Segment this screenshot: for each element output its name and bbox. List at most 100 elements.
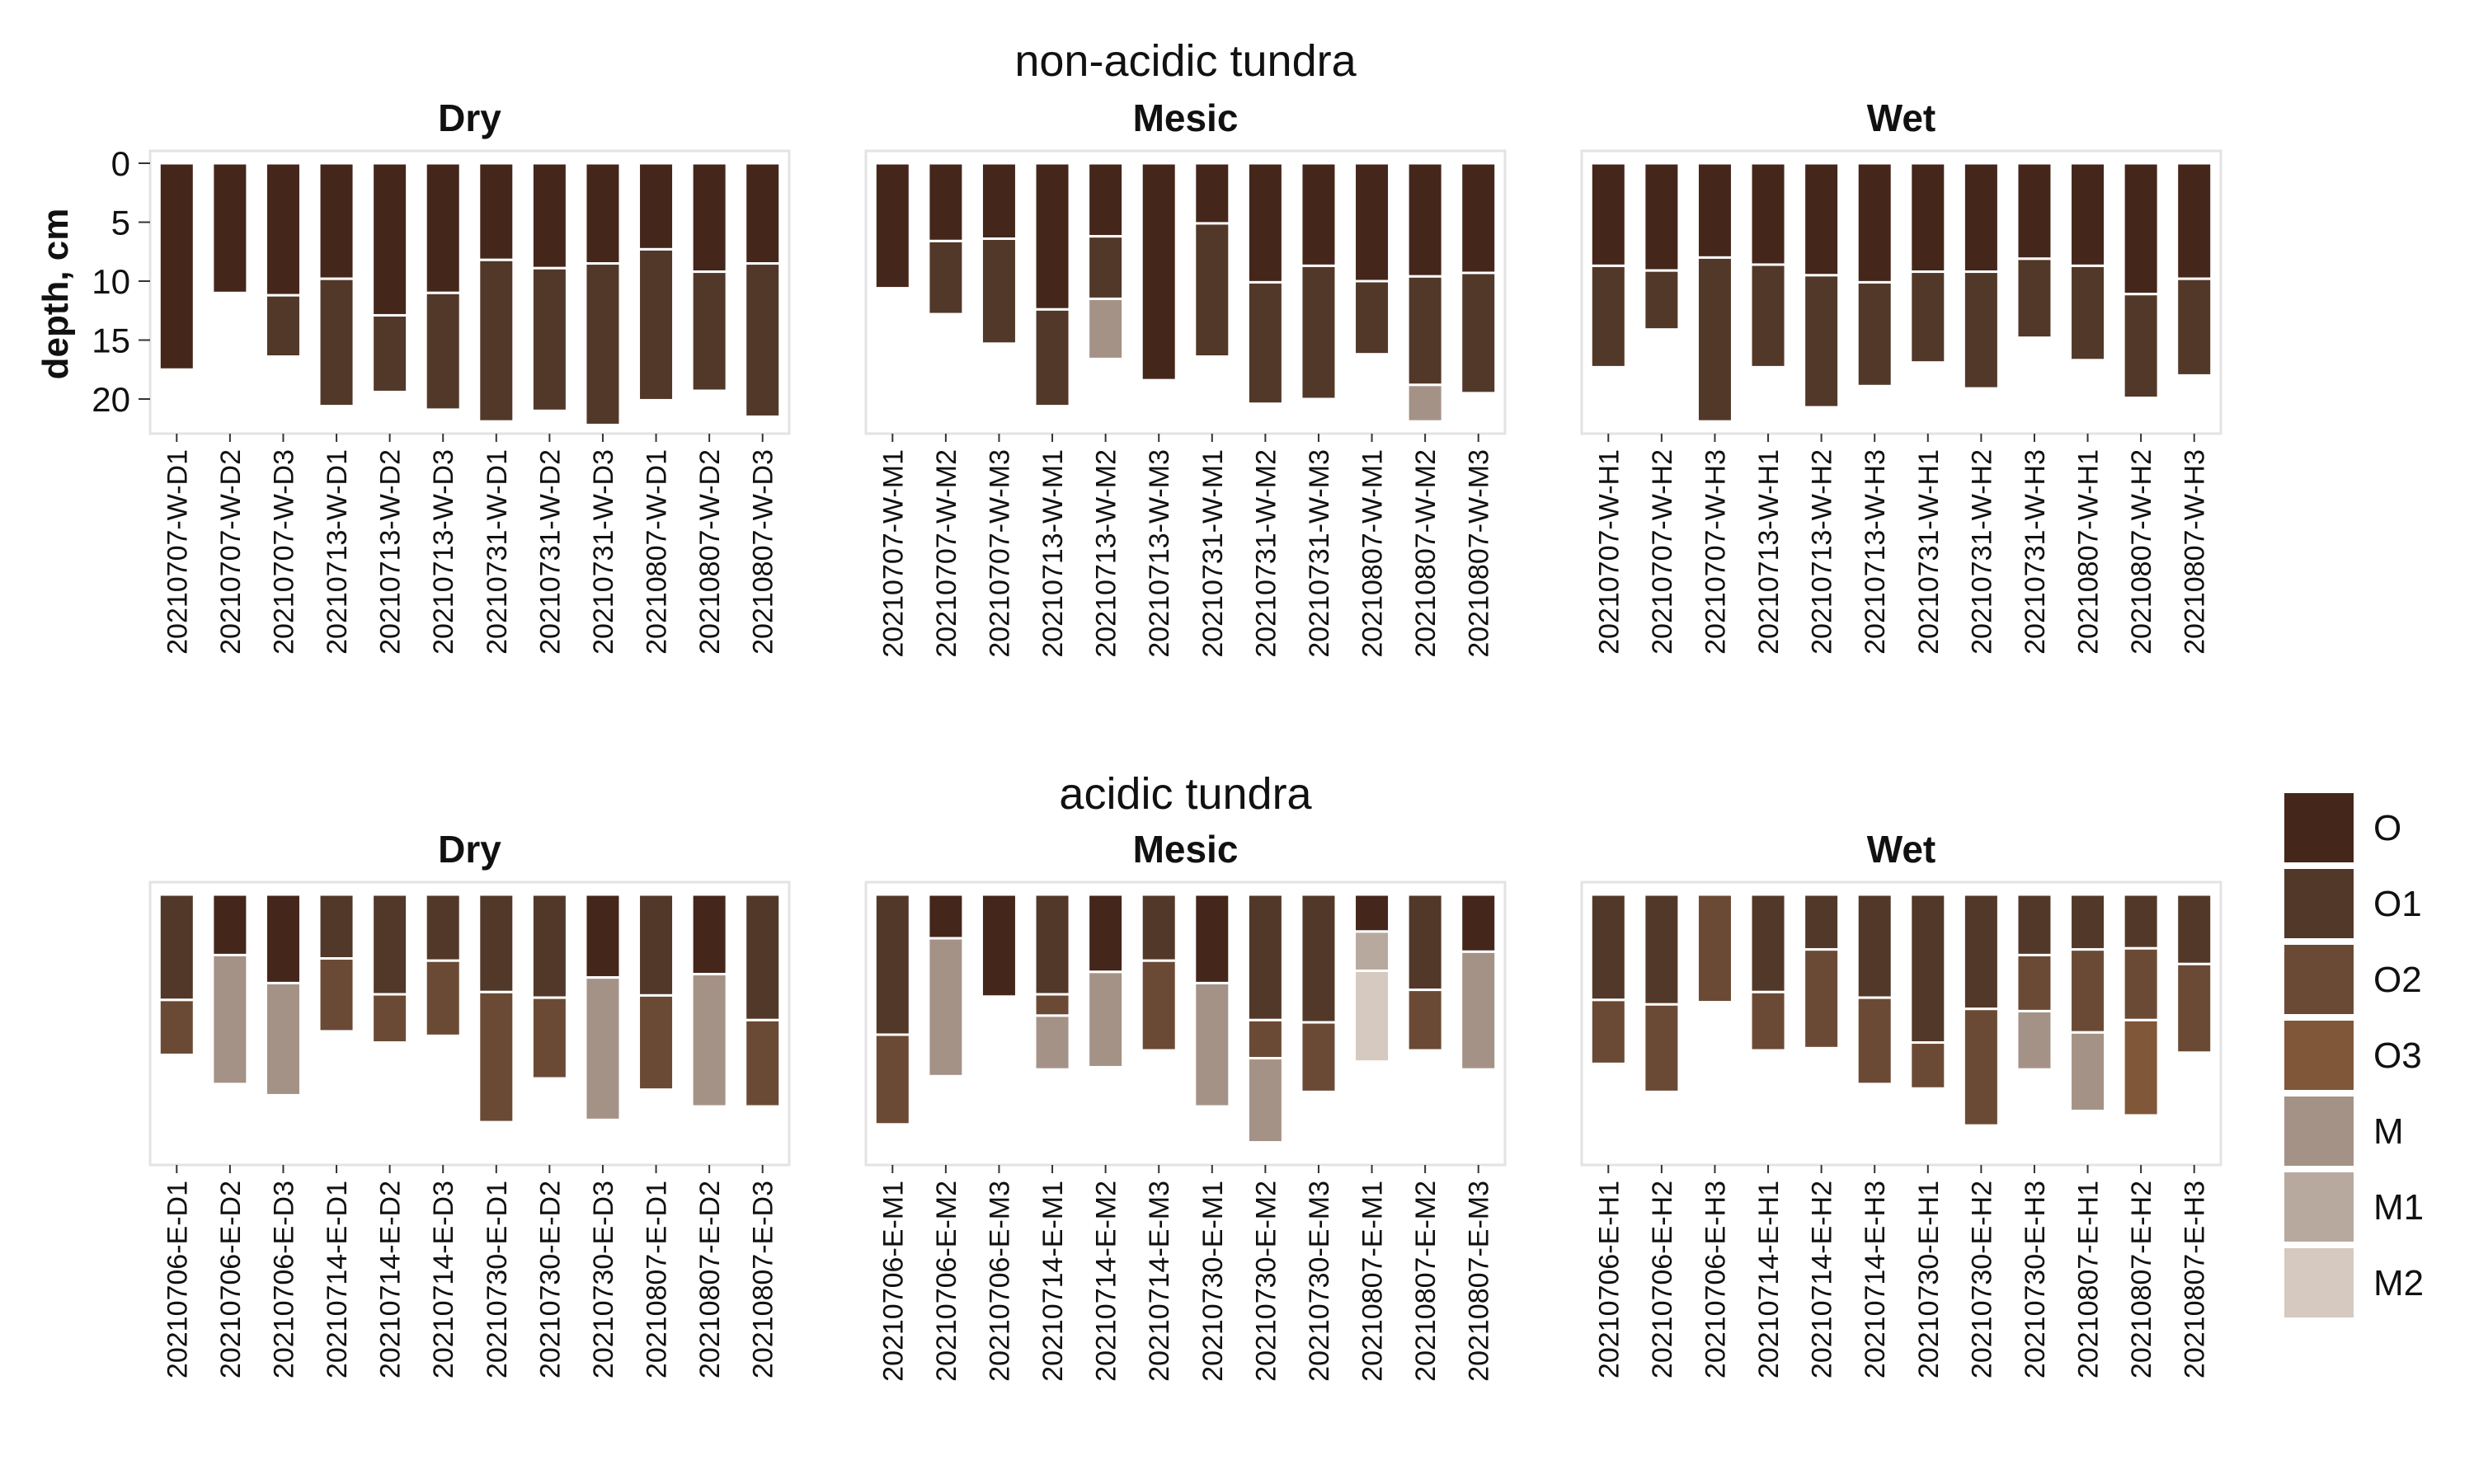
panel-frame-acidic-tundra-dry: [148, 881, 791, 1167]
bar-segment-20210730-e-d1-o1: [477, 893, 515, 993]
panel-title-non-acidic-tundra-wet: Wet: [1867, 96, 1936, 139]
bar-segment-20210713-w-d2-o1: [371, 313, 409, 393]
panel-title-non-acidic-tundra-dry: Dry: [438, 96, 501, 139]
bar-segment-20210707-w-h2-o: [1643, 162, 1681, 272]
x-tick-label-20210706-e-m1: 20210706-E-M1: [877, 1181, 909, 1382]
bar-segment-20210807-e-d2-o: [690, 893, 728, 976]
bar-segment-20210714-e-h1-o2: [1749, 990, 1787, 1052]
bar-segment-20210707-w-m3-o1: [980, 237, 1018, 345]
x-tick-label-20210706-e-h2: 20210706-E-H2: [1647, 1181, 1678, 1378]
x-tick-label-20210730-e-h2: 20210730-E-H2: [1966, 1181, 1997, 1378]
bar-segment-20210706-e-m2-o: [927, 893, 965, 940]
x-tick-label-20210713-w-h3: 20210713-W-H3: [1860, 449, 1891, 655]
bar-segment-20210707-w-h1-o: [1589, 162, 1627, 267]
text-layer: non-acidic tundra Dry 20210707-W-D1 2021070…: [35, 36, 2211, 1382]
bar-segment-20210807-e-m1-m2: [1353, 969, 1391, 1064]
bar-segment-20210730-e-d2-o2: [530, 996, 568, 1080]
bar-segment-20210731-w-m3-o1: [1300, 264, 1338, 401]
x-tick-label-20210707-w-d2: 20210707-W-D2: [215, 449, 247, 655]
x-tick-label-20210706-e-h3: 20210706-E-H3: [1700, 1181, 1731, 1378]
x-tick-label-20210730-e-d2: 20210730-E-D2: [534, 1181, 566, 1378]
bar-segment-20210714-e-m2-o: [1087, 893, 1125, 974]
bar-segment-20210714-e-m2-m: [1087, 970, 1125, 1068]
bar-segment-20210730-e-m1-o: [1193, 893, 1231, 984]
panel-frame-non-acidic-tundra-dry: [148, 149, 791, 435]
panel-title-acidic-tundra-mesic: Mesic: [1133, 828, 1239, 871]
x-tick-label-20210730-e-m2: 20210730-E-M2: [1250, 1181, 1282, 1382]
x-tick-label-20210714-e-h2: 20210714-E-H2: [1807, 1181, 1838, 1378]
bar-segment-20210706-e-d1-o2: [158, 998, 195, 1056]
x-tick-label-20210706-e-d2: 20210706-E-D2: [215, 1181, 247, 1378]
bar-segment-20210714-e-d2-o1: [371, 893, 409, 996]
x-tick-label-20210713-w-d3: 20210713-W-D3: [428, 449, 459, 655]
bar-segment-20210713-w-d3-o: [424, 162, 462, 294]
legend-swatch-o3: [2284, 1021, 2354, 1090]
x-tick-label-20210807-w-m1: 20210807-W-M1: [1357, 449, 1389, 658]
legend-swatch-o: [2284, 793, 2354, 862]
bar-segment-20210807-w-m2-o: [1406, 162, 1444, 278]
bar-segment-20210730-e-d2-o1: [530, 893, 568, 999]
bar-segment-20210706-e-h2-o1: [1643, 893, 1681, 1006]
bar-segment-20210714-e-d1-o2: [317, 957, 355, 1033]
bar-segment-20210731-w-d1-o: [477, 162, 515, 261]
legend-swatch-m: [2284, 1097, 2354, 1166]
bar-segment-20210706-e-m1-o2: [873, 1033, 911, 1126]
x-tick-label-20210714-e-h3: 20210714-E-H3: [1860, 1181, 1891, 1378]
bar-segment-20210706-e-d2-o: [211, 893, 249, 956]
x-tick-label-20210807-w-d1: 20210807-W-D1: [642, 449, 673, 655]
bar-segment-20210807-e-h3-o1: [2175, 893, 2213, 965]
bar-segment-20210707-w-m2-o: [927, 162, 965, 242]
bar-segment-20210807-w-m1-o1: [1353, 279, 1391, 356]
x-tick-label-20210807-e-m3: 20210807-E-M3: [1464, 1181, 1495, 1382]
x-tick-label-20210807-e-m1: 20210807-E-M1: [1357, 1181, 1389, 1382]
bar-segment-20210807-w-m3-o1: [1460, 271, 1498, 395]
bar-segment-20210706-e-h1-o2: [1589, 998, 1627, 1065]
x-tick-label-20210714-e-h1: 20210714-E-H1: [1753, 1181, 1785, 1378]
bar-segment-20210713-w-d2-o: [371, 162, 409, 317]
bar-segment-20210730-e-h1-o2: [1909, 1041, 1947, 1090]
bar-segment-20210706-e-h2-o2: [1643, 1003, 1681, 1093]
x-tick-label-20210707-w-d3: 20210707-W-D3: [268, 449, 299, 655]
bar-segment-20210807-e-d3-o2: [744, 1018, 782, 1108]
bars-layer: [158, 162, 2213, 1144]
bar-segment-20210807-w-m2-m: [1406, 383, 1444, 423]
x-tick-label-20210713-w-m1: 20210713-W-M1: [1037, 449, 1069, 658]
x-tick-label-20210713-w-d1: 20210713-W-D1: [322, 449, 353, 655]
x-tick-label-20210714-e-d2: 20210714-E-D2: [375, 1181, 407, 1378]
y-tick-label-20: 20: [92, 380, 130, 419]
bar-segment-20210807-e-h2-o3: [2122, 1018, 2160, 1117]
bar-segment-20210731-w-m2-o1: [1246, 280, 1284, 406]
x-tick-label-20210731-w-m2: 20210731-W-M2: [1250, 449, 1282, 658]
bar-segment-20210731-w-h1-o: [1909, 162, 1947, 274]
bar-segment-20210730-e-d3-o: [584, 893, 622, 979]
bar-segment-20210714-e-d1-o1: [317, 893, 355, 960]
bar-segment-20210707-w-m1-o: [873, 162, 911, 290]
bar-segment-20210807-e-m1-m1: [1353, 930, 1391, 972]
panel-title-acidic-tundra-wet: Wet: [1867, 828, 1936, 871]
bar-segment-20210807-w-d1-o: [637, 162, 675, 251]
bar-segment-20210807-w-h1-o: [2069, 162, 2107, 267]
bar-segment-20210807-e-m2-o1: [1406, 893, 1444, 992]
bar-segment-20210706-e-d1-o1: [158, 893, 195, 1002]
bar-segment-20210731-w-d2-o1: [530, 266, 568, 412]
bar-segment-20210807-e-h3-o2: [2175, 962, 2213, 1054]
legend-label-m1: M1: [2373, 1187, 2424, 1228]
bar-segment-20210807-w-d3-o: [744, 162, 782, 265]
x-tick-label-20210713-w-h1: 20210713-W-H1: [1753, 449, 1785, 655]
x-tick-label-20210730-e-h1: 20210730-E-H1: [1913, 1181, 1945, 1378]
bar-segment-20210713-w-h3-o1: [1856, 280, 1893, 387]
bar-segment-20210707-w-d3-o: [264, 162, 302, 297]
bar-segment-20210807-w-h3-o: [2175, 162, 2213, 280]
bar-segment-20210807-e-d2-m: [690, 973, 728, 1108]
bar-segment-20210807-w-d3-o1: [744, 262, 782, 418]
bar-segment-20210807-e-m2-o2: [1406, 989, 1444, 1052]
panel-frame-acidic-tundra-wet: [1580, 881, 2222, 1167]
bar-segment-20210807-w-d2-o: [690, 162, 728, 274]
bar-segment-20210807-w-d2-o1: [690, 270, 728, 392]
x-tick-label-20210706-e-m2: 20210706-E-M2: [931, 1181, 962, 1382]
bar-segment-20210807-w-h2-o: [2122, 162, 2160, 296]
bar-segment-20210713-w-d3-o1: [424, 291, 462, 411]
bar-segment-20210713-w-h3-o: [1856, 162, 1893, 284]
panel-frame-acidic-tundra-mesic: [864, 881, 1507, 1167]
bar-segment-20210807-e-m3-m: [1460, 950, 1498, 1071]
